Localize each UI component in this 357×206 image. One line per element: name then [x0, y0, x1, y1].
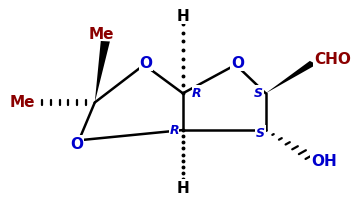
Text: O: O	[139, 56, 152, 71]
Text: CHO: CHO	[314, 52, 351, 67]
Text: OH: OH	[311, 153, 337, 168]
Text: R: R	[169, 123, 179, 136]
Polygon shape	[95, 42, 110, 103]
Text: Me: Me	[89, 26, 115, 41]
Text: Me: Me	[10, 95, 35, 109]
Text: O: O	[231, 56, 244, 71]
Polygon shape	[266, 62, 317, 94]
Text: S: S	[254, 86, 263, 99]
Text: H: H	[176, 9, 189, 24]
Text: O: O	[71, 136, 84, 151]
Text: S: S	[256, 126, 265, 139]
Text: H: H	[176, 180, 189, 195]
Text: R: R	[192, 86, 202, 99]
